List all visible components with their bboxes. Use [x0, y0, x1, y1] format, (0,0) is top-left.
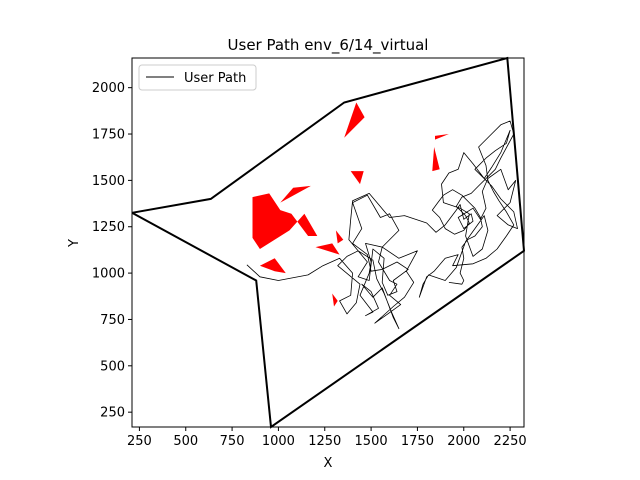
x-tick-label: 250: [127, 434, 152, 449]
x-tick-label: 1000: [262, 434, 295, 449]
obstacle-8: [315, 243, 340, 255]
x-tick-label: 750: [220, 434, 245, 449]
series-line-user-path: [246, 120, 518, 330]
x-tick-label: 2000: [447, 434, 480, 449]
x-tick-label: 1250: [308, 434, 341, 449]
y-tick-label: 750: [100, 313, 125, 328]
boundary-layer: [131, 56, 526, 429]
y-tick-label: 2000: [92, 81, 125, 96]
plot-frame: [131, 57, 525, 428]
y-tick-label: 1250: [92, 220, 125, 235]
chart-title: User Path env_6/14_virtual: [228, 36, 429, 55]
plot-area: [132, 58, 524, 427]
obstacle-7: [335, 230, 344, 244]
y-tick-label: 1000: [92, 267, 125, 282]
obstacles: [252, 102, 449, 307]
obstacle-3: [432, 147, 440, 172]
obstacle-6: [252, 193, 318, 249]
y-tick-label: 1750: [92, 128, 125, 143]
legend: User Path: [138, 64, 257, 91]
legend-box: [138, 64, 257, 91]
y-axis-ticks: 250 500 750 1000 1250 1500 1750 2000: [92, 81, 132, 421]
x-axis-title: X: [324, 456, 333, 471]
x-tick-label: 2250: [494, 434, 527, 449]
environment-boundary: [131, 56, 526, 429]
y-tick-label: 500: [100, 359, 125, 374]
y-axis-title: Y: [67, 239, 82, 248]
y-tick-label: 1500: [92, 174, 125, 189]
x-tick-label: 500: [173, 434, 198, 449]
obstacle-2: [435, 134, 449, 140]
legend-label: User Path: [184, 71, 246, 86]
path-layer: [246, 120, 518, 330]
obstacle-1: [344, 102, 365, 138]
obstacle-9: [259, 258, 286, 274]
x-axis-ticks: 250 500 750 1000 1250 1500 1750 2000 2250: [127, 427, 527, 449]
x-tick-label: 1500: [355, 434, 388, 449]
obstacle-4: [350, 171, 364, 185]
obstacle-5: [280, 185, 311, 203]
obstacle-10: [332, 293, 338, 307]
y-tick-label: 250: [100, 406, 125, 421]
x-tick-label: 1750: [401, 434, 434, 449]
